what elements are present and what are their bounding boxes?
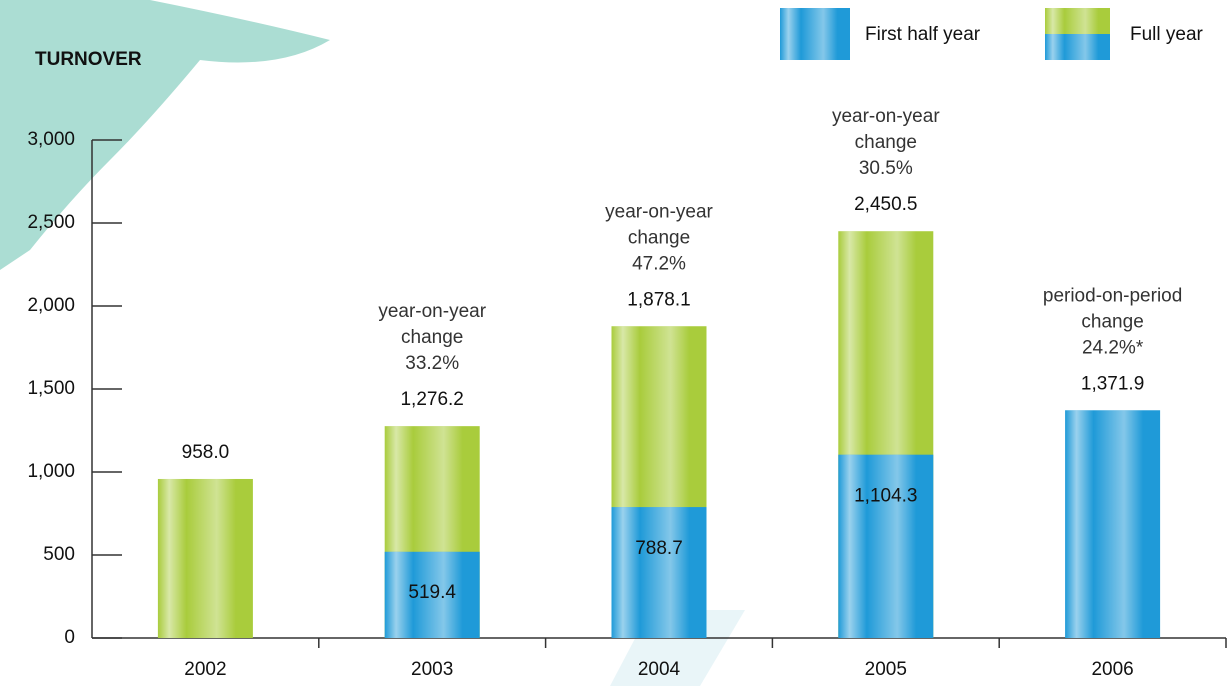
change-label: change [401, 327, 463, 348]
value-label: 519.4 [408, 582, 456, 603]
background-decoration [0, 0, 330, 270]
change-label: 24.2%* [1082, 337, 1144, 358]
change-label: change [855, 132, 917, 153]
bar-shine [838, 454, 934, 638]
value-label: 958.0 [182, 442, 230, 463]
legend-swatch-shine [780, 8, 850, 60]
chart-title: TURNOVER [35, 49, 142, 70]
y-tick-label: 0 [64, 627, 75, 648]
bar-shine [384, 551, 480, 638]
bar-shine [157, 478, 253, 638]
x-tick-label: 2006 [1091, 659, 1133, 680]
change-label: year-on-year [832, 106, 940, 127]
change-label: 30.5% [859, 158, 913, 179]
value-label: 788.7 [635, 538, 683, 559]
legend-label: First half year [865, 24, 981, 45]
bar-shine [611, 507, 707, 638]
value-label: 2,450.5 [854, 194, 917, 215]
legend-label: Full year [1130, 24, 1204, 45]
value-label: 1,371.9 [1081, 373, 1144, 394]
y-tick-label: 1,500 [27, 378, 75, 399]
change-label: period-on-period [1043, 285, 1182, 306]
legend-swatch-shine [1045, 8, 1110, 60]
value-label: 1,104.3 [854, 486, 917, 507]
change-label: 33.2% [405, 353, 459, 374]
y-tick-label: 2,000 [27, 295, 75, 316]
x-tick-label: 2004 [638, 659, 681, 680]
change-label: 47.2% [632, 253, 686, 274]
x-tick-label: 2005 [865, 659, 907, 680]
x-tick-label: 2003 [411, 659, 453, 680]
x-tick-label: 2002 [184, 659, 226, 680]
change-label: year-on-year [605, 201, 713, 222]
y-tick-label: 1,000 [27, 461, 75, 482]
y-tick-label: 2,500 [27, 212, 75, 233]
bar-shine [1065, 410, 1161, 638]
value-label: 1,276.2 [400, 389, 463, 410]
change-label: change [1081, 311, 1143, 332]
y-tick-label: 500 [43, 544, 75, 565]
change-label: year-on-year [378, 301, 486, 322]
value-label: 1,878.1 [627, 289, 690, 310]
change-label: change [628, 227, 690, 248]
y-tick-label: 3,000 [27, 129, 75, 150]
